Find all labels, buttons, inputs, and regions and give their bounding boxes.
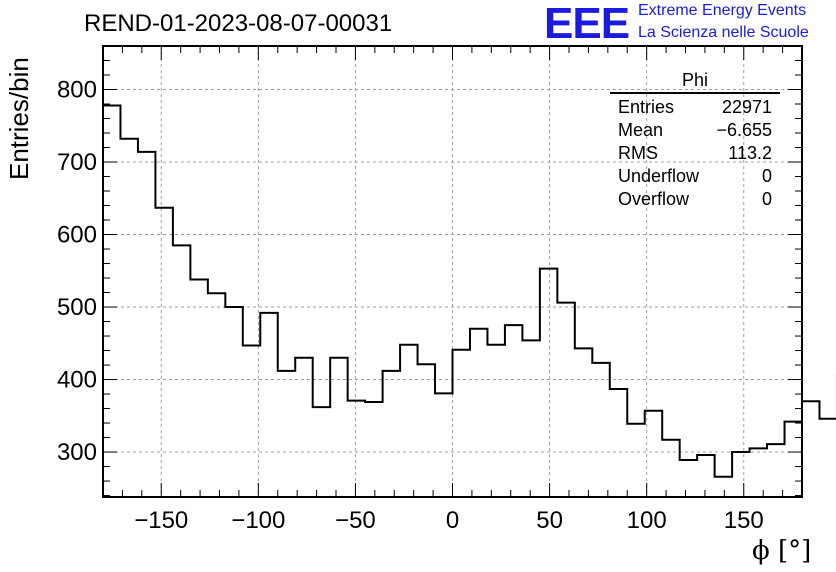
histogram-bin [487, 345, 504, 497]
stats-value: 0 [761, 189, 772, 209]
stats-label: Entries [618, 97, 675, 117]
stats-label: Overflow [618, 189, 690, 209]
histogram-bin [243, 345, 260, 497]
histogram-bin [225, 307, 242, 497]
histogram-bin [173, 245, 190, 497]
y-axis-label: Entries/bin [4, 57, 34, 180]
histogram-bin [680, 460, 697, 497]
histogram-bin [435, 393, 452, 497]
stats-label: Underflow [618, 166, 700, 186]
histogram-bin [278, 371, 295, 497]
histogram-bin [575, 348, 592, 497]
x-axis-label: ϕ [°] [752, 536, 812, 566]
stats-row-underflow: Underflow 0 [610, 165, 780, 188]
histogram-bin [400, 345, 417, 497]
stats-value: 0 [761, 166, 772, 186]
logo-line-2: La Scienza nelle Scuole [638, 24, 809, 41]
run-title: REND-01-2023-08-07-00031 [84, 10, 393, 37]
histogram-bin [155, 208, 172, 497]
x-tick-label: −50 [335, 507, 376, 534]
axis-ticks [102, 45, 803, 497]
histogram-bin [348, 401, 365, 497]
histogram-bin [365, 402, 382, 497]
histogram-bin [557, 303, 574, 497]
histogram-step-line [103, 104, 836, 478]
histogram-bin [697, 455, 714, 497]
stats-row-mean: Mean −6.655 [610, 119, 780, 142]
y-tick-label: 600 [57, 222, 97, 249]
stats-label: Mean [618, 120, 664, 140]
histogram-bin [645, 411, 662, 497]
histogram-bin [627, 424, 644, 497]
histogram-bin [190, 279, 207, 497]
stats-row-entries: Entries 22971 [610, 96, 780, 119]
histogram-bin [383, 371, 400, 497]
histogram-bin [330, 358, 347, 497]
grid-lines [103, 46, 802, 497]
x-tick-label: 50 [536, 507, 563, 534]
histogram-bin [750, 448, 767, 497]
tick-labels: −150 −100 −50 0 50 100 150 300 400 500 600 700 800 [57, 77, 764, 534]
histogram-bin [522, 340, 539, 497]
histogram-bin [470, 329, 487, 497]
histogram-bin [540, 269, 557, 497]
histogram-bin [103, 105, 120, 497]
stats-label: RMS [618, 143, 658, 163]
stats-value: 113.2 [728, 143, 772, 163]
histogram-bin [418, 364, 435, 497]
histogram-bin [610, 389, 627, 497]
histogram-bin [295, 358, 312, 497]
histogram-bin [208, 293, 225, 497]
y-tick-label: 800 [57, 77, 97, 104]
x-tick-label: −150 [134, 507, 188, 534]
x-tick-label: 0 [446, 507, 459, 534]
eee-logo: EEE [544, 0, 630, 48]
y-tick-label: 500 [57, 294, 97, 321]
y-tick-label: 700 [57, 149, 97, 176]
x-tick-label: 150 [724, 507, 764, 534]
stats-title: Phi [610, 70, 780, 94]
y-tick-label: 400 [57, 367, 97, 394]
histogram-bin [732, 452, 749, 497]
histogram-bin [505, 325, 522, 497]
stats-box: Phi Entries 22971 Mean −6.655 RMS 113.2 … [610, 70, 780, 211]
stats-value: −6.655 [716, 120, 772, 140]
logo-line-1: Extreme Energy Events [638, 2, 807, 19]
y-tick-label: 300 [57, 439, 97, 466]
histogram-bin [715, 477, 732, 497]
stats-row-overflow: Overflow 0 [610, 188, 780, 211]
histogram-bin [819, 419, 836, 497]
plot-frame [102, 45, 803, 498]
histogram-bin [592, 363, 609, 497]
histogram-bin [453, 350, 470, 497]
stats-value: 22971 [721, 97, 772, 117]
histogram-bin [138, 152, 155, 497]
histogram-bin [662, 440, 679, 497]
histogram-bin [260, 313, 277, 497]
histogram-bin [120, 139, 137, 497]
x-tick-label: 100 [627, 507, 667, 534]
histogram-bin [802, 401, 819, 497]
x-tick-label: −100 [231, 507, 285, 534]
histogram-bin [785, 422, 802, 497]
stats-row-rms: RMS 113.2 [610, 142, 780, 165]
